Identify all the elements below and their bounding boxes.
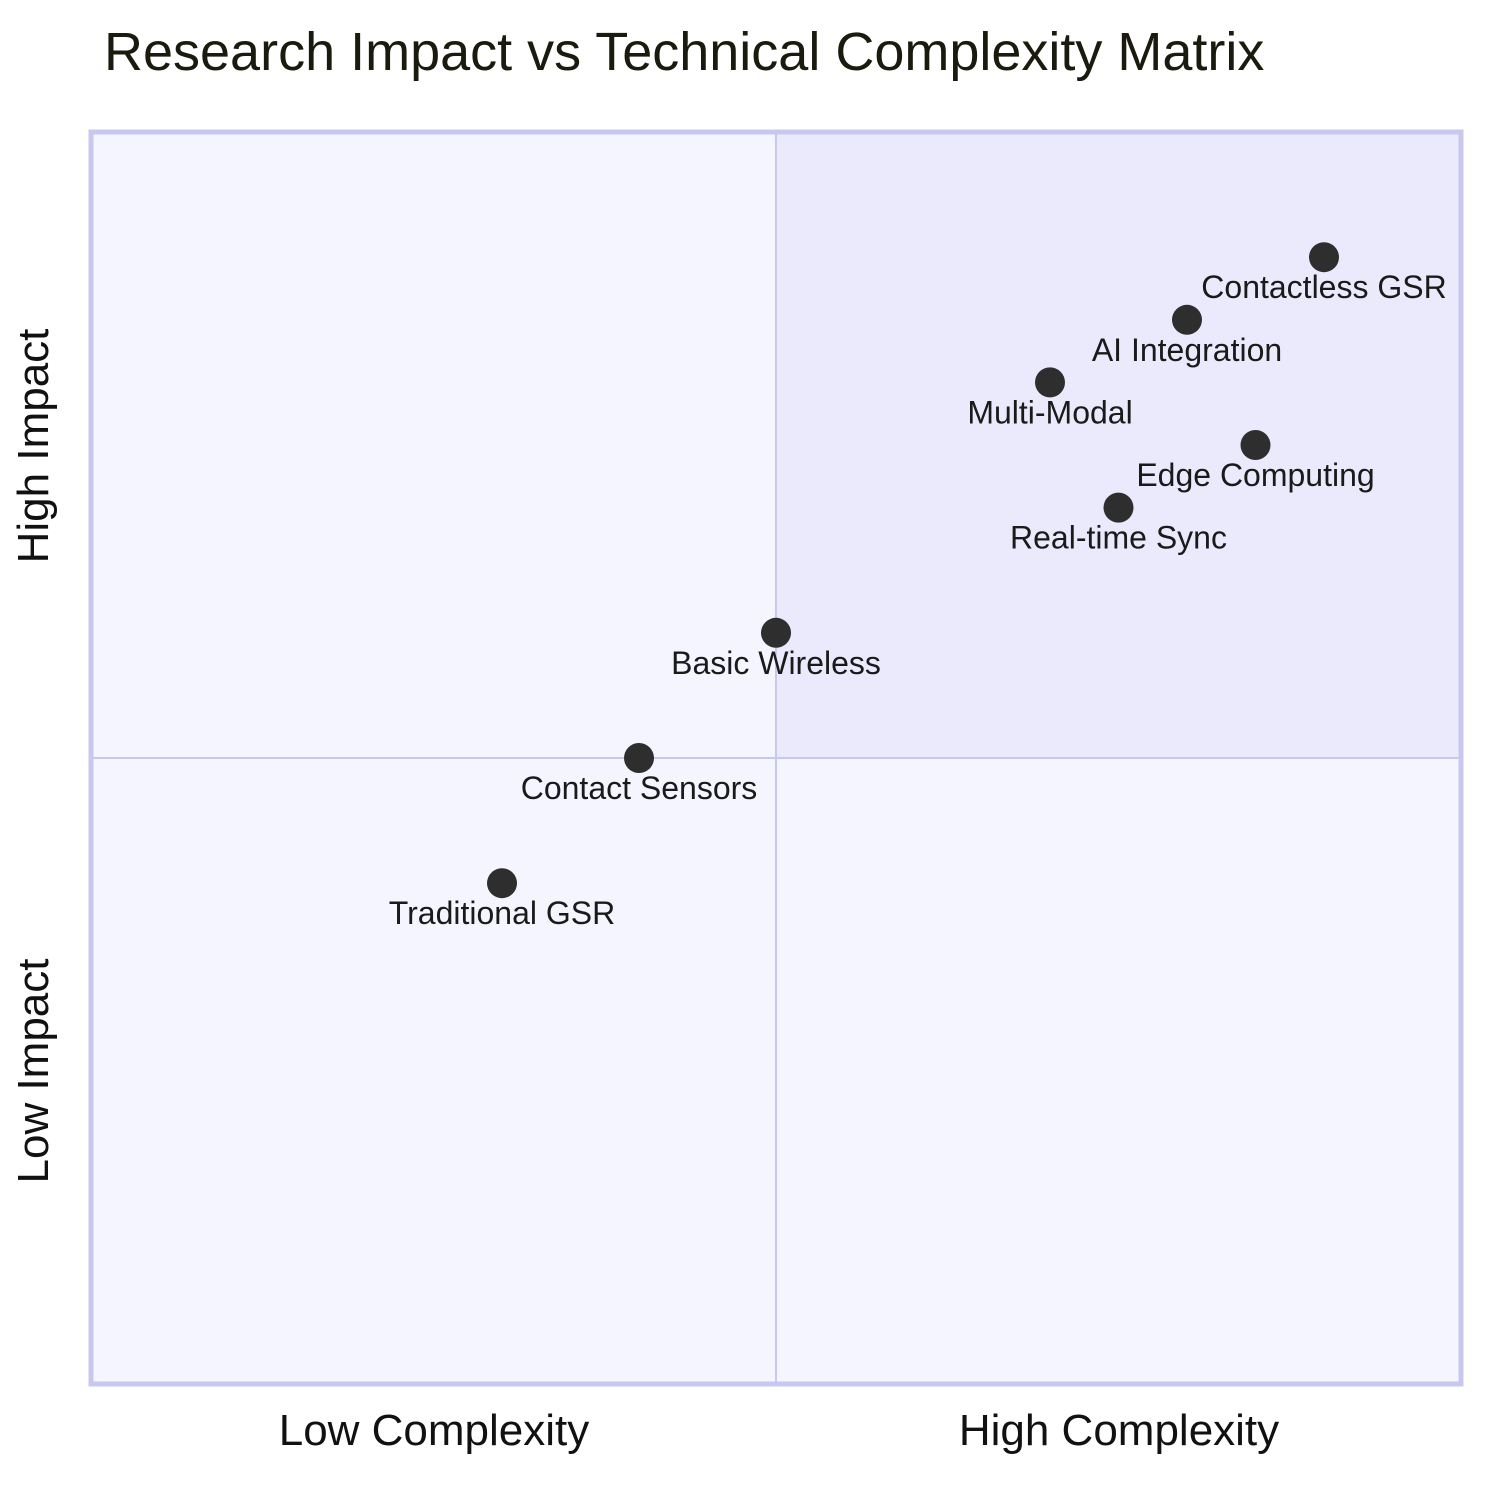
quadrant-bottom-left (91, 758, 776, 1384)
data-point-label: Real-time Sync (1010, 520, 1227, 556)
data-point (624, 743, 654, 773)
quadrant-bottom-right (776, 758, 1461, 1384)
data-point (487, 868, 517, 899)
data-point (1309, 242, 1339, 273)
data-point-label: Contactless GSR (1201, 269, 1446, 305)
y-axis-low-label: Low Impact (9, 959, 58, 1184)
chart-title: Research Impact vs Technical Complexity … (104, 22, 1264, 82)
quadrant-backgrounds (91, 132, 1461, 1384)
plot-border (88, 129, 1464, 1387)
data-point-label: Traditional GSR (389, 895, 615, 931)
data-point-label: Edge Computing (1136, 457, 1374, 493)
quadrant-top-left (91, 132, 776, 758)
x-axis-high-label: High Complexity (959, 1406, 1279, 1455)
data-points: Contactless GSR AI Integration Multi-Modal… (389, 242, 1447, 931)
data-point (1035, 367, 1065, 398)
data-point (1172, 304, 1202, 335)
data-point-label: Contact Sensors (521, 770, 758, 806)
quadrant-top-right (776, 132, 1461, 758)
data-point-label: Basic Wireless (671, 645, 881, 681)
data-point (761, 617, 791, 648)
y-axis-high-label: High Impact (9, 329, 58, 564)
x-axis-low-label: Low Complexity (279, 1406, 590, 1455)
data-point (1240, 430, 1271, 460)
data-point (1103, 492, 1134, 523)
data-point-label: Multi-Modal (967, 394, 1132, 430)
data-point-label: AI Integration (1092, 332, 1282, 368)
